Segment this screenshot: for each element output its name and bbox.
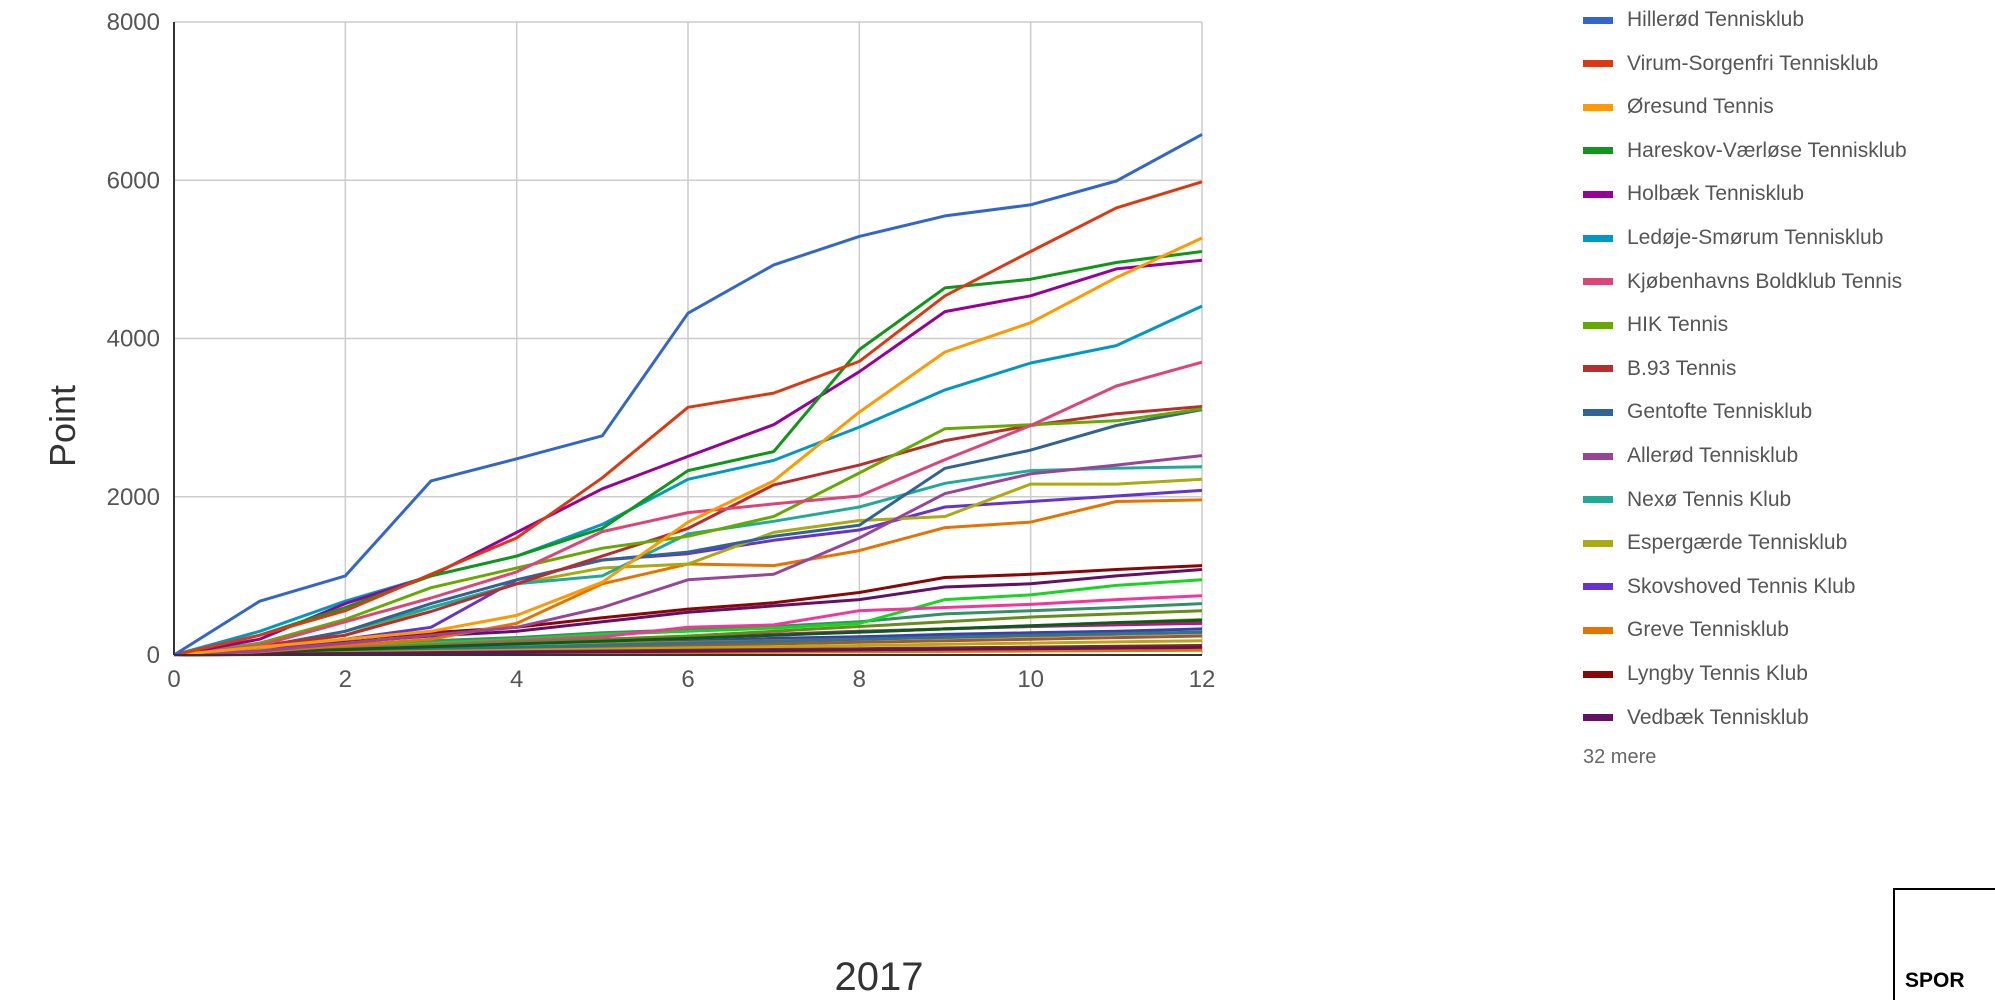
legend-item[interactable]: Øresund Tennis: [1583, 92, 1774, 122]
x-tick-label: 4: [510, 666, 523, 693]
legend-label: Virum-Sorgenfri Tennisklub: [1627, 51, 1879, 75]
legend-label: Holbæk Tennisklub: [1627, 182, 1805, 206]
series-line-unlabeled[interactable]: [173, 618, 1203, 657]
legend-label: Espergærde Tennisklub: [1627, 531, 1848, 555]
legend-label: HIK Tennis: [1627, 313, 1729, 337]
x-tick-label: 8: [853, 666, 866, 693]
series-line[interactable]: [173, 133, 1203, 657]
x-tick-label: 2: [339, 666, 352, 693]
x-tick-label: 12: [1189, 666, 1216, 693]
y-tick-label: 0: [147, 642, 160, 669]
legend-more-link[interactable]: 32 mere: [1583, 746, 1657, 769]
series-line[interactable]: [173, 360, 1203, 657]
y-tick-label: 8000: [107, 9, 160, 36]
x-tick-label: 10: [1017, 666, 1044, 693]
axes: [173, 22, 1202, 656]
legend-swatch: [1583, 321, 1613, 329]
legend-item[interactable]: Ledøje-Smørum Tennisklub: [1583, 223, 1883, 253]
legend-item[interactable]: Holbæk Tennisklub: [1583, 179, 1804, 209]
legend-label: Hareskov-Værløse Tennisklub: [1627, 138, 1907, 162]
legend-item[interactable]: HIK Tennis: [1583, 310, 1728, 340]
legend-swatch: [1583, 714, 1613, 722]
legend-item[interactable]: Virum-Sorgenfri Tennisklub: [1583, 49, 1878, 79]
legend-item[interactable]: Skovshoved Tennis Klub: [1583, 572, 1855, 602]
legend-item[interactable]: Vedbæk Tennisklub: [1583, 703, 1809, 733]
legend-item[interactable]: B.93 Tennis: [1583, 354, 1736, 384]
legend-swatch: [1583, 147, 1613, 155]
legend-item[interactable]: Gentofte Tennisklub: [1583, 397, 1812, 427]
legend-swatch: [1583, 365, 1613, 373]
series-line[interactable]: [173, 408, 1203, 657]
legend-label: Ledøje-Smørum Tennisklub: [1627, 226, 1884, 249]
legend-swatch: [1583, 408, 1613, 416]
series-line[interactable]: [173, 236, 1203, 657]
y-tick-label: 2000: [107, 484, 160, 511]
legend-item[interactable]: Nexø Tennis Klub: [1583, 485, 1791, 515]
legend-swatch: [1583, 452, 1613, 460]
legend-label: Allerød Tennisklub: [1627, 444, 1799, 467]
legend-label: Nexø Tennis Klub: [1627, 487, 1792, 511]
y-tick-label: 4000: [107, 326, 160, 353]
series-line[interactable]: [173, 258, 1203, 657]
legend-swatch: [1583, 670, 1613, 678]
legend-label: Gentofte Tennisklub: [1627, 400, 1813, 424]
legend-swatch: [1583, 626, 1613, 634]
tick-labels: 0 2 4 6 8 10 12 0 2000 4000 6000 8000: [107, 9, 1216, 693]
legend-item[interactable]: Kjøbenhavns Boldklub Tennis: [1583, 267, 1902, 297]
series-line-unlabeled[interactable]: [173, 645, 1203, 657]
legend-swatch: [1583, 278, 1613, 286]
legend-label: Kjøbenhavns Boldklub Tennis: [1627, 269, 1903, 293]
legend-item[interactable]: Hillerød Tennisklub: [1583, 5, 1804, 35]
legend-swatch: [1583, 539, 1613, 547]
series-lines: [173, 133, 1203, 657]
legend-label: Greve Tennisklub: [1627, 618, 1789, 642]
legend-item[interactable]: Lyngby Tennis Klub: [1583, 659, 1808, 689]
legend-swatch: [1583, 60, 1613, 68]
corner-overlay-box: SPOR: [1893, 888, 1995, 1000]
legend-swatch: [1583, 16, 1613, 24]
legend-item[interactable]: Greve Tennisklub: [1583, 615, 1789, 645]
legend-label: Lyngby Tennis Klub: [1627, 662, 1808, 685]
series-line[interactable]: [173, 304, 1203, 657]
grid: [174, 21, 1203, 655]
legend-swatch: [1583, 496, 1613, 504]
corner-overlay-text: SPOR: [1905, 969, 1965, 992]
legend-swatch: [1583, 234, 1613, 242]
y-tick-label: 6000: [107, 167, 160, 194]
x-axis-title: 2017: [835, 955, 924, 994]
y-axis-title: Point: [42, 385, 83, 467]
legend-label: Øresund Tennis: [1627, 95, 1774, 119]
series-line[interactable]: [173, 250, 1203, 657]
legend-swatch: [1583, 190, 1613, 198]
legend-label: B.93 Tennis: [1627, 356, 1737, 380]
legend-label: Skovshoved Tennis Klub: [1627, 574, 1856, 598]
legend-item[interactable]: Hareskov-Værløse Tennisklub: [1583, 136, 1907, 166]
legend-item[interactable]: Espergærde Tennisklub: [1583, 528, 1847, 558]
x-tick-label: 6: [681, 666, 694, 693]
series-line[interactable]: [173, 454, 1203, 657]
legend-label: Vedbæk Tennisklub: [1627, 705, 1809, 729]
legend-swatch: [1583, 103, 1613, 111]
legend-swatch: [1583, 583, 1613, 591]
legend-label: Hillerød Tennisklub: [1627, 8, 1805, 31]
x-tick-label: 0: [167, 666, 180, 693]
series-line[interactable]: [173, 180, 1203, 657]
legend-item[interactable]: Allerød Tennisklub: [1583, 441, 1798, 471]
